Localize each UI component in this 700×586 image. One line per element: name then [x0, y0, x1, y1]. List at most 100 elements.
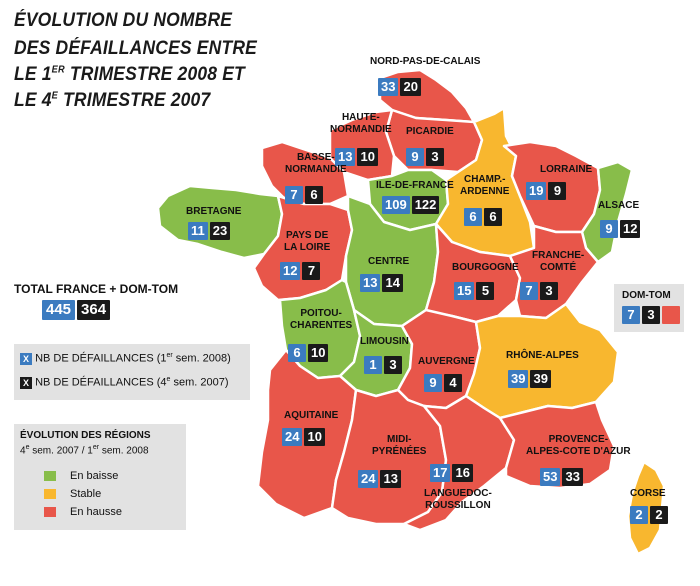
region-label-corse: CORSE	[630, 488, 666, 499]
count-2008-champagne-ardenne: 6	[464, 208, 482, 226]
badges-midi-pyrenees: 24 13	[358, 470, 401, 488]
count-2007-haute-normandie: 10	[357, 148, 378, 166]
count-2007-dom-tom: 3	[642, 306, 660, 324]
count-2007-pays-de-la-loire: 7	[302, 262, 321, 280]
count-2007-aquitaine: 10	[304, 428, 325, 446]
count-2007-corse: 2	[650, 506, 668, 524]
count-2008-languedoc-roussillon: 17	[430, 464, 451, 482]
badges-bourgogne: 15 5	[454, 282, 495, 300]
title-line-3: LE 1ER TRIMESTRE 2008 ET	[14, 64, 245, 85]
count-2007-picardie: 3	[426, 148, 444, 166]
badges-franche-comte: 7 3	[520, 282, 558, 300]
count-2008-bourgogne: 15	[454, 282, 475, 300]
count-2007-champagne-ardenne: 6	[484, 208, 502, 226]
count-2008-ile-de-france: 109	[382, 196, 410, 214]
badges-dom-tom: 7 3	[622, 306, 680, 324]
badges-haute-normandie: 13 10	[335, 148, 378, 166]
count-key-box: X NB DE DÉFAILLANCES (1er sem. 2008) X N…	[14, 344, 250, 400]
legend-item-en-hausse: En hausse	[44, 506, 122, 518]
dom-tom-trend-swatch	[662, 306, 680, 324]
badges-rhone-alpes: 39 39	[508, 370, 551, 388]
region-label-languedoc-roussillon: LANGUEDOC- ROUSSILLON	[424, 488, 492, 511]
region-alsace	[580, 160, 634, 264]
region-label-rhone-alpes: RHÔNE-ALPES	[506, 350, 579, 361]
badges-total: 445 364	[42, 300, 111, 320]
badges-limousin: 1 3	[364, 356, 402, 374]
count-2007-basse-normandie: 6	[305, 186, 323, 204]
badges-centre: 13 14	[360, 274, 403, 292]
region-label-alsace: ALSACE	[598, 200, 640, 211]
count-2007-ile-de-france: 122	[411, 196, 440, 214]
region-label-lorraine: LORRAINE	[540, 164, 593, 175]
region-basse-normandie	[260, 140, 350, 206]
count-2007-franche-comte: 3	[540, 282, 558, 300]
title-line-2: DES DÉFAILLANCES ENTRE	[14, 38, 257, 59]
region-label-haute-normandie: HAUTE- NORMANDIE	[330, 112, 392, 135]
badges-corse: 2 2	[630, 506, 668, 524]
badges-provence-alpes-cote-d-azur: 53 33	[540, 468, 583, 486]
swatch-en-baisse	[44, 471, 56, 482]
region-label-bourgogne: BOURGOGNE	[452, 262, 519, 273]
region-label-nord-pas-de-calais: NORD-PAS-DE-CALAIS	[370, 56, 481, 67]
count-2007-provence-alpes-cote-d-azur: 33	[562, 468, 583, 486]
count-2008-corse: 2	[630, 506, 648, 524]
key-row-2007: X NB DE DÉFAILLANCES (4e sem. 2007)	[20, 376, 229, 389]
badges-champagne-ardenne: 6 6	[464, 208, 502, 226]
region-label-poitou-charentes: POITOU- CHARENTES	[290, 308, 353, 331]
count-2007-midi-pyrenees: 13	[380, 470, 401, 488]
dom-tom-box: DOM-TOM 7 3	[614, 284, 684, 332]
region-label-dom-tom: DOM-TOM	[622, 290, 671, 301]
badges-aquitaine: 24 10	[282, 428, 325, 446]
count-2008-basse-normandie: 7	[285, 186, 303, 204]
count-2008-rhone-alpes: 39	[508, 370, 529, 388]
count-2008-picardie: 9	[406, 148, 424, 166]
key-row-2008: X NB DE DÉFAILLANCES (1er sem. 2008)	[20, 352, 231, 365]
region-label-pays-de-la-loire: PAYS DE LA LOIRE	[284, 230, 331, 253]
region-label-champagne-ardenne: CHAMP.- ARDENNE	[460, 174, 510, 197]
count-2008-dom-tom: 7	[622, 306, 640, 324]
trend-legend-subtitle: 4e sem. 2007 / 1er sem. 2008	[20, 444, 149, 457]
count-2007-rhone-alpes: 39	[530, 370, 551, 388]
count-2008-centre: 13	[360, 274, 381, 292]
count-2007-centre: 14	[382, 274, 403, 292]
region-label-limousin: LIMOUSIN	[360, 336, 409, 347]
swatch-stable	[44, 489, 56, 500]
count-2007-limousin: 3	[384, 356, 402, 374]
count-2008-auvergne: 9	[424, 374, 442, 392]
region-label-provence-alpes-cote-d-azur: PROVENCE- ALPES-COTE D'AZUR	[526, 434, 631, 457]
count-2008-limousin: 1	[364, 356, 382, 374]
count-2008-aquitaine: 24	[282, 428, 303, 446]
badges-auvergne: 9 4	[424, 374, 462, 392]
badges-alsace: 9 12	[600, 220, 641, 238]
count-2007-nord-pas-de-calais: 20	[400, 78, 421, 96]
legend-item-stable: Stable	[44, 488, 101, 500]
count-2008-franche-comte: 7	[520, 282, 538, 300]
trend-legend-box: ÉVOLUTION DES RÉGIONS 4e sem. 2007 / 1er…	[14, 424, 186, 530]
badges-ile-de-france: 109 122	[382, 196, 440, 214]
region-label-auvergne: AUVERGNE	[418, 356, 475, 367]
region-label-midi-pyrenees: MIDI- PYRÉNÉES	[372, 434, 427, 457]
count-2007-poitou-charentes: 10	[308, 344, 329, 362]
total-count-2008: 445	[42, 300, 76, 320]
key-black-square: X	[20, 376, 32, 389]
count-2008-alsace: 9	[600, 220, 618, 238]
title-line-1: ÉVOLUTION DU NOMBRE	[14, 10, 233, 31]
key-blue-square: X	[20, 352, 32, 365]
total-count-2007: 364	[77, 300, 111, 320]
badges-nord-pas-de-calais: 33 20	[378, 78, 421, 96]
legend-item-en-baisse: En baisse	[44, 470, 118, 482]
count-2007-languedoc-roussillon: 16	[452, 464, 473, 482]
badges-basse-normandie: 7 6	[285, 186, 323, 204]
badges-pays-de-la-loire: 12 7	[280, 262, 321, 280]
count-2007-lorraine: 9	[548, 182, 567, 200]
count-2008-bretagne: 11	[188, 222, 208, 240]
count-2008-lorraine: 19	[526, 182, 547, 200]
total-label: TOTAL FRANCE + DOM-TOM	[14, 282, 179, 296]
badges-picardie: 9 3	[406, 148, 444, 166]
count-2008-provence-alpes-cote-d-azur: 53	[540, 468, 561, 486]
region-label-ile-de-france: ILE-DE-FRANCE	[376, 180, 454, 191]
region-label-centre: CENTRE	[368, 256, 410, 267]
trend-legend-title: ÉVOLUTION DES RÉGIONS	[20, 430, 151, 441]
